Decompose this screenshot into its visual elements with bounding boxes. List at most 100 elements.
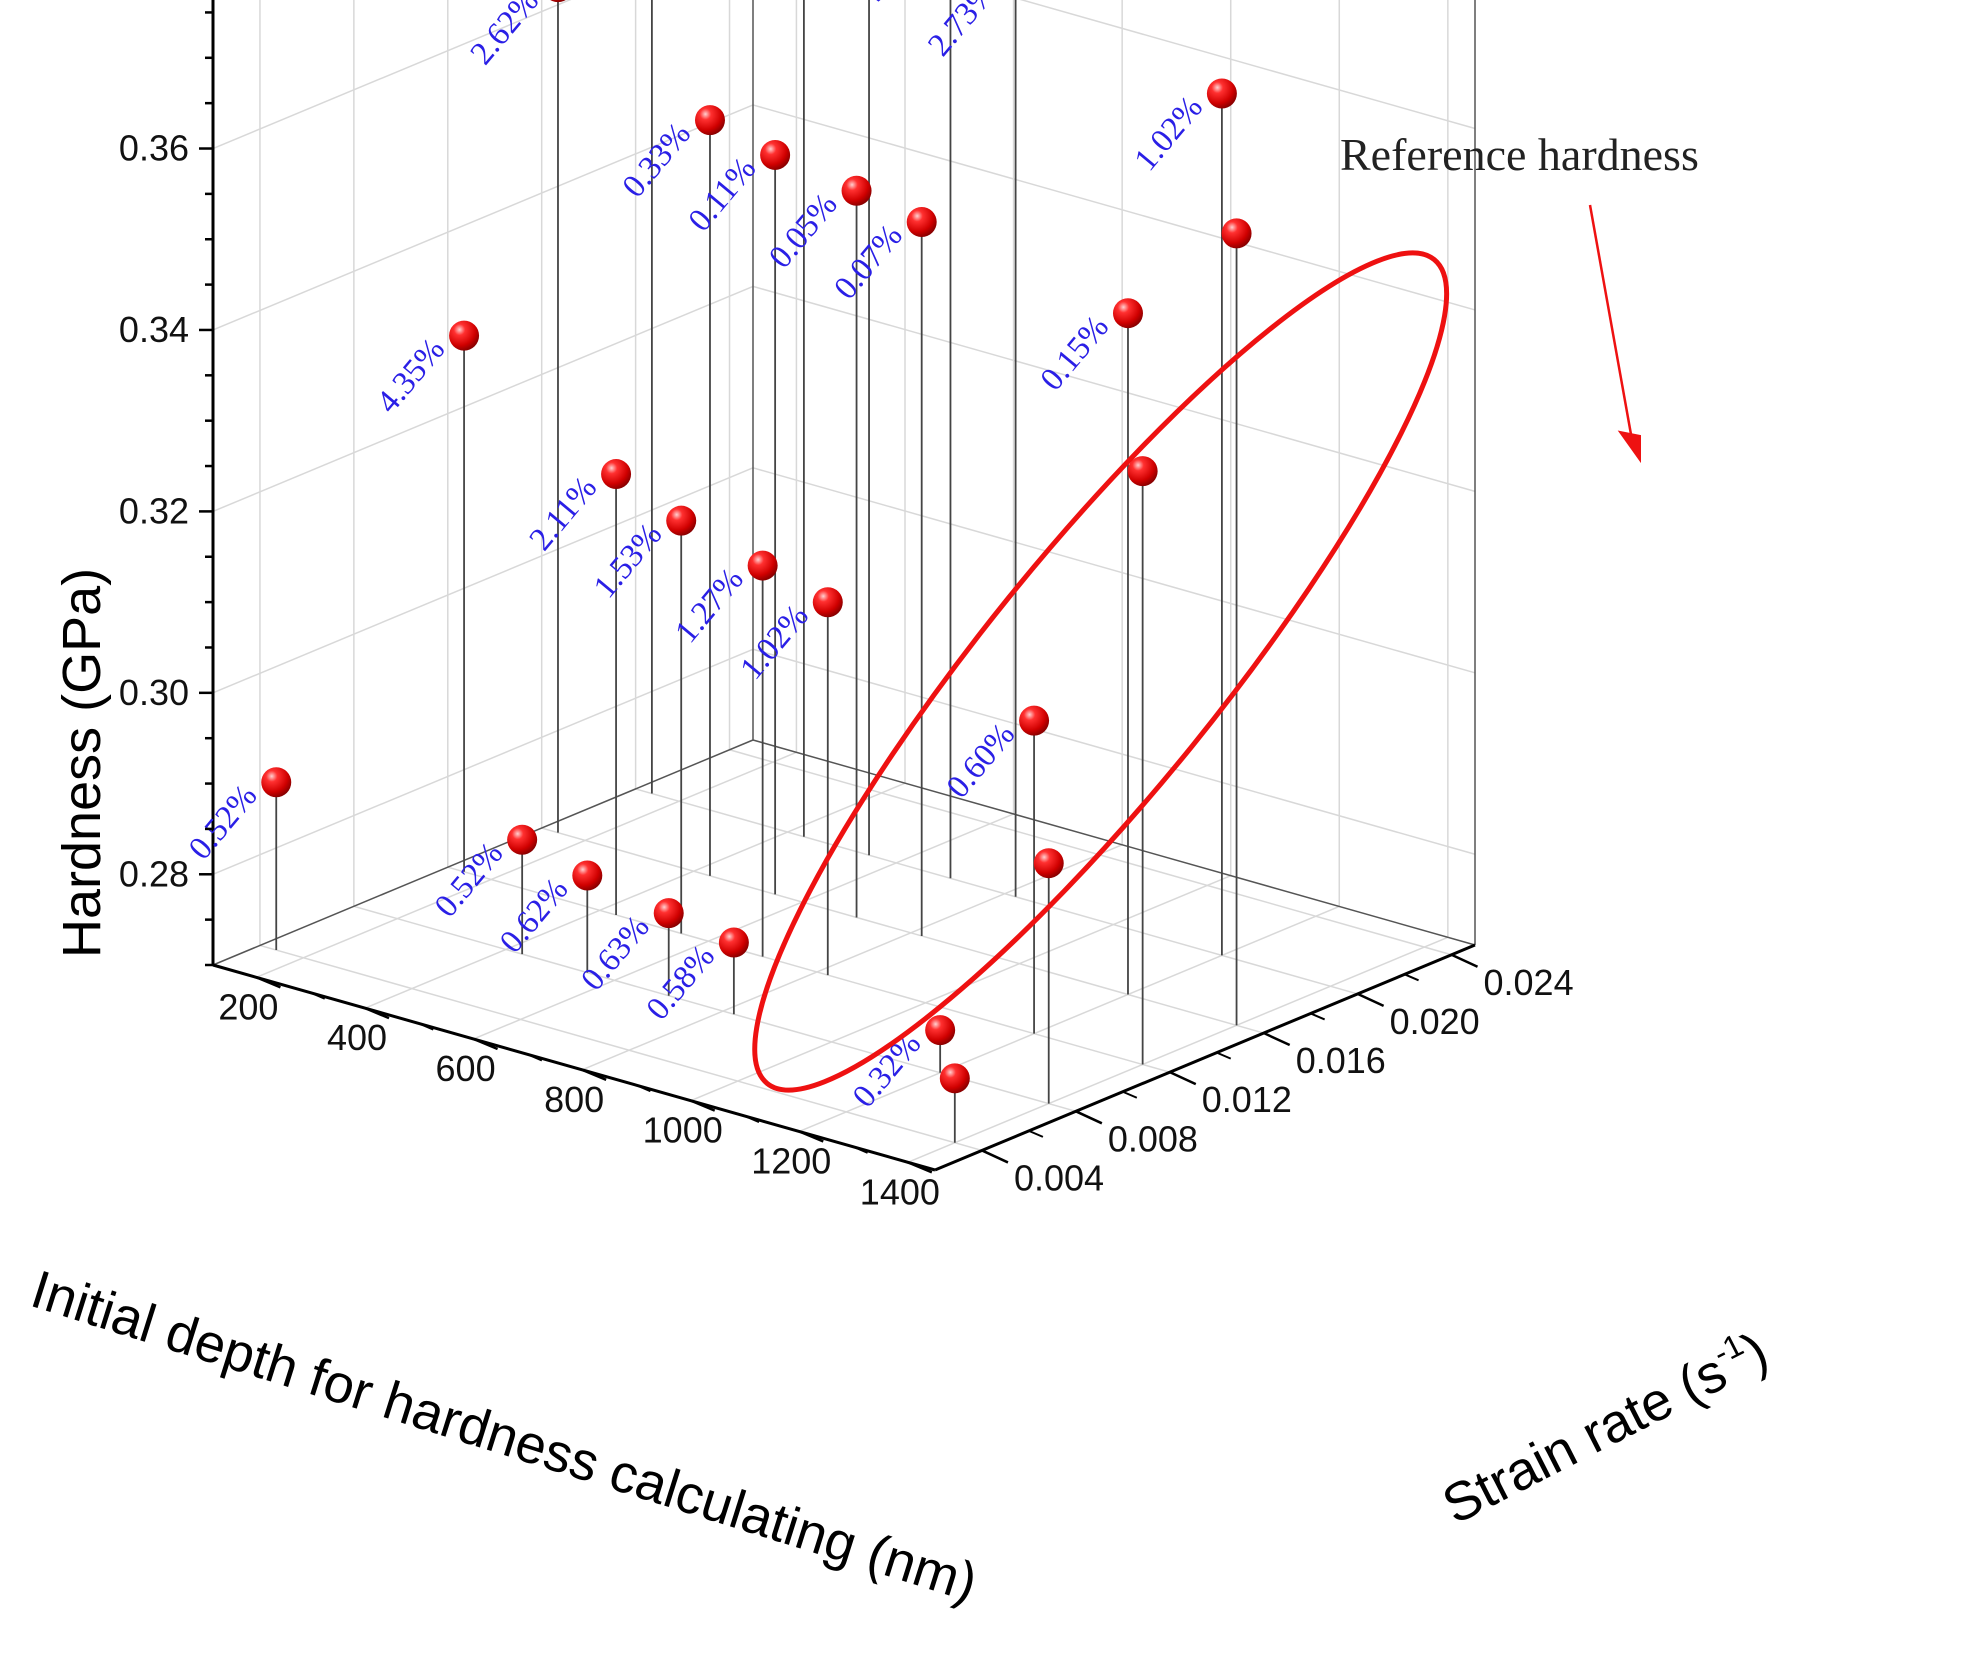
data-point-marker <box>1221 218 1252 249</box>
floor-grid-line <box>364 782 906 1009</box>
floor-grid-line <box>798 905 1340 1133</box>
x-minor-tick <box>744 1115 760 1123</box>
x-tick-label: 1200 <box>751 1140 831 1181</box>
data-point-marker <box>1112 298 1143 329</box>
x-tick-label: 600 <box>436 1048 496 1089</box>
right-wall-grid-line <box>1019 0 1476 130</box>
label-layer: 0.52%0.52%0.62% 0.63%0.58%0.32%4.35%2.11%… <box>182 0 1210 1115</box>
data-point-marker <box>601 459 632 490</box>
x-tick-label: 200 <box>218 986 278 1027</box>
grid-layer <box>212 0 1476 1163</box>
data-point-label: 0.60% <box>940 717 1022 805</box>
x-major-tick <box>581 1068 607 1081</box>
data-point-marker <box>812 587 843 618</box>
y-axis-title-text: Strain rate (s <box>1433 1342 1736 1536</box>
x-minor-tick <box>418 1022 434 1031</box>
data-point-marker <box>760 139 791 170</box>
y-axis-line <box>934 943 1476 1172</box>
reference-hardness-label: Reference hardness <box>1340 129 1699 180</box>
x-major-tick <box>798 1130 824 1143</box>
data-point-label: 2.11% <box>523 470 605 558</box>
floor-grid-line <box>581 844 1123 1071</box>
data-point-marker <box>1019 705 1050 736</box>
data-point-marker <box>572 860 603 891</box>
tick-layer: 0.280.300.320.340.360.382004006008001000… <box>119 11 1574 1212</box>
callout-layer: Reference hardness <box>752 129 1699 1093</box>
x-major-tick <box>255 976 281 989</box>
right-wall-grid-line <box>752 285 1476 493</box>
x-minor-tick <box>636 1084 651 1093</box>
data-point-marker <box>1206 78 1237 109</box>
left-wall-grid-line <box>212 285 754 513</box>
data-point-label: 0.52% <box>182 778 264 866</box>
y-major-tick <box>1075 1110 1103 1125</box>
data-point-marker <box>718 927 749 958</box>
data-point-marker <box>747 550 778 581</box>
left-wall-grid-line <box>212 104 754 331</box>
data-point-label: 0.52% <box>428 836 510 924</box>
y-minor-tick <box>1028 1129 1044 1138</box>
data-point-marker <box>261 767 292 798</box>
frame-edge <box>212 739 754 966</box>
data-point-label: 1.53% <box>587 517 669 605</box>
title-layer: Hardness (GPa) Initial depth for hardness… <box>24 568 1777 1614</box>
data-point-label: 1.02% <box>1128 90 1210 178</box>
data-point-label: 0.15% <box>1034 309 1116 397</box>
y-axis-title: Strain rate (s-1) <box>1432 1318 1777 1536</box>
frame-edge <box>752 739 1476 946</box>
z-axis-title: Hardness (GPa) <box>52 568 112 958</box>
data-point-label: 0.62% <box>493 872 575 960</box>
right-wall-grid-line <box>752 648 1476 856</box>
data-point-label: 2.73% <box>921 0 1003 63</box>
x-axis-title: Initial depth for hardness calculating (… <box>24 1259 984 1613</box>
y-major-tick <box>1263 1031 1291 1047</box>
y-minor-tick <box>1310 1012 1326 1021</box>
floor-grid-line <box>473 813 1014 1040</box>
data-point-label: 2.62% <box>464 0 546 72</box>
y-tick-label: 0.016 <box>1296 1040 1386 1081</box>
data-point-marker <box>925 1015 956 1046</box>
left-wall-grid-line <box>212 467 754 694</box>
data-point-marker <box>653 898 684 929</box>
x-minor-tick <box>527 1053 543 1062</box>
floor-grid-line <box>907 936 1449 1163</box>
x-major-tick <box>690 1099 716 1112</box>
data-point-marker <box>1033 848 1064 879</box>
y-major-tick <box>1357 992 1385 1008</box>
data-point-label: 0.33% <box>616 116 698 204</box>
x-axis-line <box>212 963 936 1172</box>
x-minor-tick <box>853 1145 868 1154</box>
x-tick-label: 1000 <box>643 1110 723 1151</box>
y-tick-label: 0.020 <box>1390 1001 1480 1042</box>
reference-arrow-head <box>1617 430 1641 464</box>
data-point-marker <box>666 505 697 536</box>
reference-arrow-shaft <box>1588 204 1634 441</box>
data-point-marker <box>1127 456 1158 487</box>
data-point-marker <box>550 0 566 3</box>
data-point-marker <box>449 320 480 351</box>
y-tick-label: 0.008 <box>1108 1118 1198 1159</box>
right-wall-grid-line <box>752 104 1476 311</box>
x-major-tick <box>364 1007 390 1020</box>
stem-layer <box>275 0 1238 1143</box>
x-tick-label: 1400 <box>860 1171 940 1212</box>
y-minor-tick <box>1122 1090 1138 1099</box>
z-tick-label: 0.34 <box>119 309 189 350</box>
left-wall-grid-line <box>212 648 754 875</box>
floor-grid-line <box>729 749 1452 956</box>
x-minor-tick <box>310 991 326 1000</box>
frame-layer <box>211 0 1476 1172</box>
z-tick-label: 0.32 <box>119 490 189 531</box>
z-tick-label: 0.36 <box>119 128 189 169</box>
y-tick-label: 0.012 <box>1202 1079 1292 1120</box>
y-major-tick <box>1169 1071 1197 1086</box>
floor-grid-line <box>256 751 797 979</box>
left-wall-grid-line <box>212 0 572 150</box>
x-tick-label: 400 <box>327 1017 387 1058</box>
marker-layer <box>261 0 1252 1094</box>
x-major-tick <box>473 1037 499 1051</box>
data-point-label: 0.58% <box>640 939 722 1027</box>
data-point-marker <box>507 824 538 855</box>
data-point-label: 0.11% <box>682 151 764 239</box>
